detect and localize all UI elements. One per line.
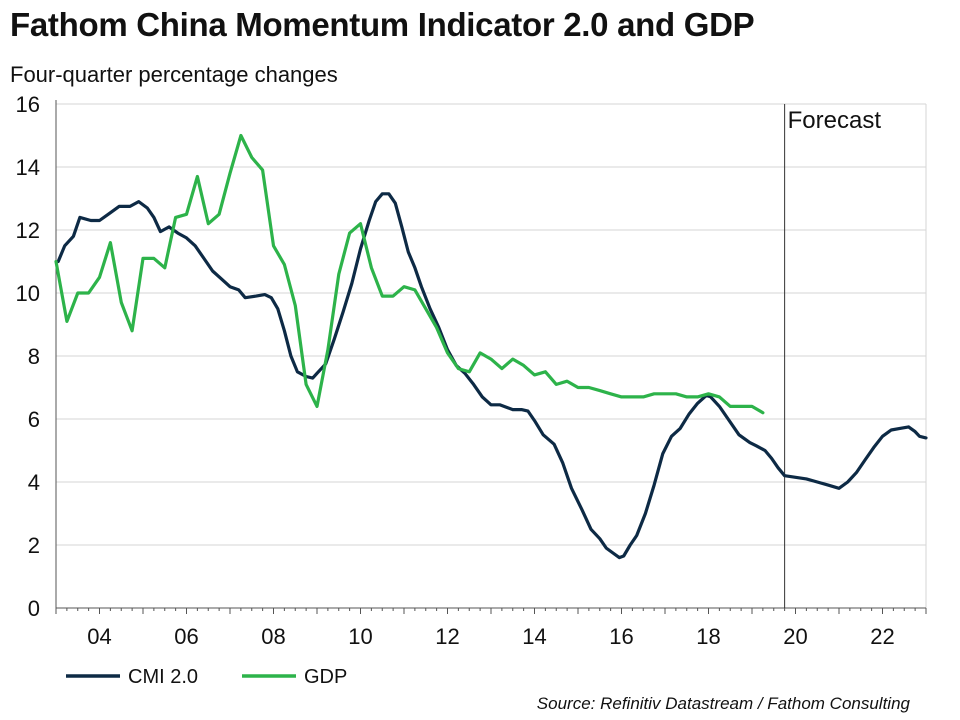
forecast-label: Forecast (788, 107, 882, 134)
series-line-cmi-2-0 (56, 192, 928, 560)
x-tick-label: 04 (87, 624, 111, 649)
source-note: Source: Refinitiv Datastream / Fathom Co… (536, 694, 910, 713)
x-tick-label: 16 (609, 624, 633, 649)
y-tick-label: 6 (28, 407, 40, 432)
x-tick-label: 06 (174, 624, 198, 649)
x-tick-label: 12 (435, 624, 459, 649)
legend-label: CMI 2.0 (128, 666, 198, 688)
y-tick-label: 0 (28, 596, 40, 621)
y-tick-label: 16 (16, 92, 40, 117)
y-tick-label: 4 (28, 470, 40, 495)
legend-label: GDP (304, 666, 347, 688)
y-tick-label: 8 (28, 344, 40, 369)
line-chart: 0 2 4 6 8 10 12 14 16 04 06 08 10 12 14 16 18 20 22 Forec… (16, 92, 928, 688)
y-axis: 0 2 4 6 8 10 12 14 16 (16, 92, 57, 621)
x-tick-label: 14 (522, 624, 546, 649)
x-tick-label: 22 (870, 624, 894, 649)
x-axis: 04 06 08 10 12 14 16 18 20 22 (55, 607, 927, 649)
x-tick-label: 20 (783, 624, 807, 649)
y-tick-label: 10 (16, 281, 40, 306)
chart-subtitle: Four-quarter percentage changes (10, 62, 338, 87)
forecast-annotation: Forecast (784, 104, 882, 608)
x-tick-label: 18 (696, 624, 720, 649)
grid-lines (56, 103, 927, 608)
series-line-gdp (54, 133, 765, 415)
chart-title: Fathom China Momentum Indicator 2.0 and … (10, 6, 755, 43)
series-lines (54, 133, 928, 560)
legend: CMI 2.0 GDP (66, 666, 347, 688)
y-tick-label: 14 (16, 155, 40, 180)
y-tick-label: 2 (28, 533, 40, 558)
y-tick-label: 12 (16, 218, 40, 243)
x-tick-label: 10 (348, 624, 372, 649)
x-tick-label: 08 (261, 624, 285, 649)
